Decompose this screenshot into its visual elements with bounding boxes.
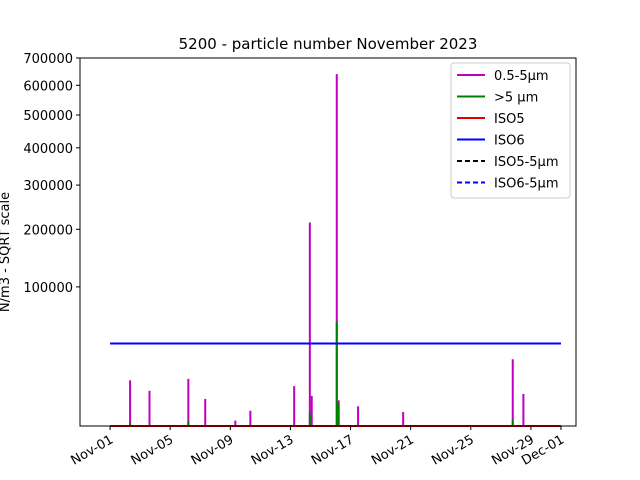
y-tick-label: 700000 [23, 52, 73, 67]
y-tick-label: 300000 [23, 179, 73, 194]
y-tick-label: 600000 [23, 79, 73, 94]
legend-label-3: ISO6 [494, 134, 525, 149]
x-tick-label: Nov-13 [249, 432, 297, 468]
legend: 0.5-5µm >5 µm ISO5 ISO6 ISO5-5µm ISO6-5µm [450, 62, 571, 199]
y-tick-label: 500000 [23, 109, 73, 124]
y-tick-label: 200000 [23, 223, 73, 238]
y-tick-label: 100000 [23, 281, 73, 296]
legend-label-1: >5 µm [494, 91, 538, 106]
legend-label-5: ISO6-5µm [494, 177, 559, 192]
x-tick-label: Nov-25 [429, 432, 477, 468]
x-tick-label: Nov-09 [189, 432, 237, 468]
x-tick-label: Nov-21 [369, 432, 417, 468]
chart-title: 5200 - particle number November 2023 [179, 35, 478, 53]
y-tick-label: 400000 [23, 142, 73, 157]
x-tick-label: Nov-05 [129, 432, 177, 468]
x-tick-label: Nov-17 [309, 432, 357, 468]
axes-frame [79, 57, 577, 427]
legend-label-2: ISO5 [494, 112, 525, 127]
legend-label-0: 0.5-5µm [494, 69, 549, 84]
legend-label-4: ISO5-5µm [494, 155, 559, 170]
y-axis-label: N/m3 - SQRT scale [0, 192, 13, 312]
x-tick-label: Nov-01 [68, 432, 116, 468]
